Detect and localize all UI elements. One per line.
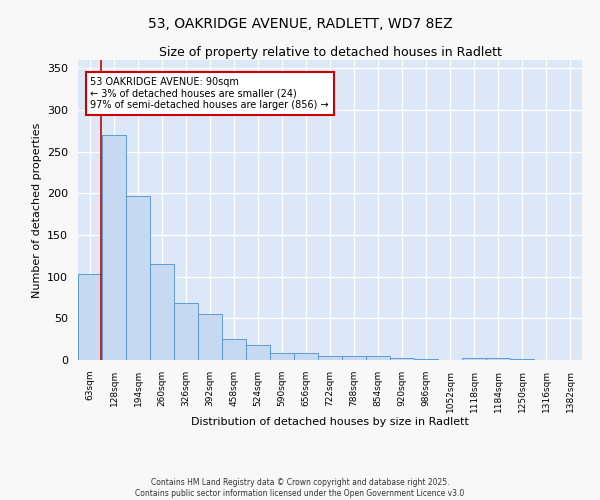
Bar [174, 304, 198, 360]
Bar [318, 356, 342, 360]
Bar [390, 358, 414, 360]
Title: Size of property relative to detached houses in Radlett: Size of property relative to detached ho… [158, 46, 502, 59]
Bar [222, 339, 246, 360]
Bar [510, 359, 534, 360]
Text: 53, OAKRIDGE AVENUE, RADLETT, WD7 8EZ: 53, OAKRIDGE AVENUE, RADLETT, WD7 8EZ [148, 18, 452, 32]
Bar [198, 314, 222, 360]
Bar [342, 356, 366, 360]
Y-axis label: Number of detached properties: Number of detached properties [32, 122, 41, 298]
Bar [270, 352, 294, 360]
Bar [102, 135, 126, 360]
Bar [126, 196, 150, 360]
Bar [366, 356, 390, 360]
Bar [246, 345, 270, 360]
Bar [462, 358, 486, 360]
Text: Contains HM Land Registry data © Crown copyright and database right 2025.
Contai: Contains HM Land Registry data © Crown c… [136, 478, 464, 498]
Bar [150, 264, 174, 360]
Bar [414, 359, 438, 360]
X-axis label: Distribution of detached houses by size in Radlett: Distribution of detached houses by size … [191, 418, 469, 428]
Bar [78, 274, 102, 360]
Bar [486, 358, 510, 360]
Bar [294, 354, 318, 360]
Text: 53 OAKRIDGE AVENUE: 90sqm
← 3% of detached houses are smaller (24)
97% of semi-d: 53 OAKRIDGE AVENUE: 90sqm ← 3% of detach… [91, 76, 329, 110]
